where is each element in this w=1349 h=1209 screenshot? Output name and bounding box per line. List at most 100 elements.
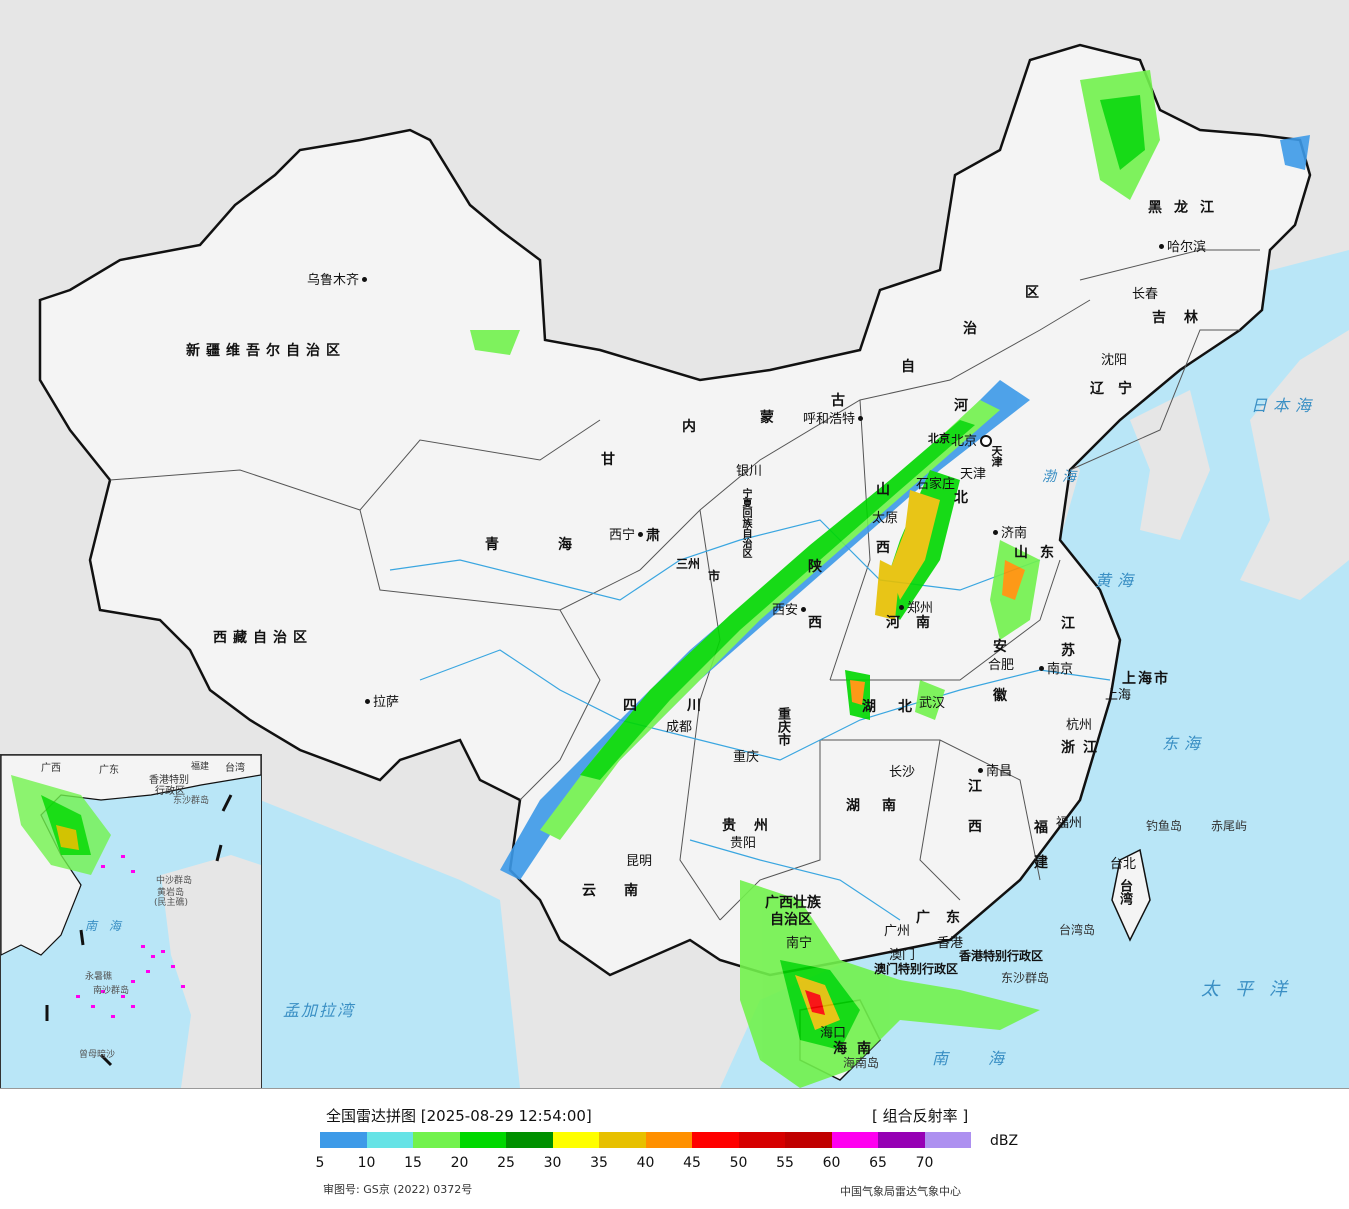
province-qinghai-2: 海 [558,537,578,553]
city-xining-label: 西宁 [609,528,636,543]
legend-swatch [366,1132,413,1148]
city-taiyuan-label: 太原 [872,511,899,526]
legend-swatch [692,1132,739,1148]
city-guiyang-label: 贵阳 [730,836,757,851]
inset-nansha: 南沙群岛 [93,986,130,996]
province-nmg-1: 内 [682,419,702,435]
legend-tick-label: 20 [450,1155,469,1171]
city-yinchuan: 银川 [736,460,762,479]
capital-marker-icon [980,434,993,447]
legend-tick-label: 15 [404,1155,422,1171]
province-chongqing: 重庆市 [775,707,790,746]
province-gansu-4: 市 [708,569,721,583]
sea-nanhai: 南海 [932,1049,1045,1068]
province-tianjin: 天津 [990,445,1003,467]
city-urumqi-label: 乌鲁木齐 [307,273,360,288]
city-nanjing: 南京 [1036,658,1073,677]
legend-tick-label: 45 [683,1155,701,1171]
city-marker-icon [801,607,807,612]
city-beijing: 北京 [951,430,995,449]
province-anhui-2: 徽 [993,688,1013,704]
province-shandong: 山东 [1014,545,1066,561]
inset-nanhai: 南 海 [85,919,125,933]
province-hk: 香港特别行政区 [959,949,1044,963]
province-jiangsu-2: 苏 [1061,643,1081,659]
province-fujian-1: 福 [1034,820,1054,836]
province-shaanxi-1: 陕 [808,559,828,575]
inset-fujian: 福建 [191,762,210,772]
city-changchun-label: 长春 [1132,287,1159,302]
inset-zengmu: 曾母暗沙 [79,1050,116,1060]
city-nanning: 南宁 [786,932,812,951]
inset-hk: 香港特别 [149,775,189,786]
province-hainan: 海南 [833,1041,881,1057]
province-xinjiang: 新疆维吾尔自治区 [186,343,346,359]
province-macau: 澳门特别行政区 [874,962,959,976]
legend-tick-label: 60 [822,1155,841,1171]
city-guangzhou: 广州 [884,920,910,939]
legend-swatch [506,1132,553,1148]
legend-panel: 全国雷达拼图 [2025-08-29 12:54:00] [ 组合反射率 ] d… [0,1088,1349,1209]
province-liaoning: 辽宁 [1090,381,1146,397]
legend-tick-label: 30 [543,1155,562,1171]
land-japan [1240,330,1349,600]
land-taiwan [1111,848,1151,942]
city-guiyang: 贵阳 [730,832,756,851]
sea-taipingyang: 太平洋 [1201,979,1303,1000]
city-shenyang-label: 沈阳 [1101,353,1128,368]
province-nmg-2: 蒙 [760,410,780,426]
province-gansu-1: 甘 [601,452,621,468]
province-hubei: 湖北 [862,699,934,715]
province-heilongjiang: 黑龙江 [1148,200,1226,216]
province-fujian-2: 建 [1034,855,1054,871]
city-marker-icon [1159,244,1164,249]
city-haikou: 海口 [820,1022,846,1041]
legend-tick-label: 70 [915,1155,934,1171]
province-jiangxi-2: 西 [968,819,988,835]
province-guangxi-2: 自治区 [770,912,812,928]
province-shaanxi-2: 西 [808,615,828,631]
inset-dongsha: 东沙群岛 [173,796,210,806]
sea-ribenhai: 日本海 [1251,396,1318,415]
legend-tick-label: 65 [869,1155,887,1171]
legend-swatch [831,1132,878,1148]
legend-colorbar [320,1132,971,1148]
city-xian-label: 西安 [772,603,799,618]
legend-title: 全国雷达拼图 [2025-08-29 12:54:00] [326,1107,592,1125]
city-zhengzhou: 郑州 [896,597,933,616]
city-haikou-label: 海口 [820,1026,847,1041]
inset-guangdong: 广东 [99,765,119,776]
map-canvas: 新疆维吾尔自治区 西藏自治区 青 海 甘 肃 内 蒙 古 自 治 区 黑龙江 吉… [0,0,1349,1088]
legend-swatch [878,1132,925,1148]
city-zhengzhou-label: 郑州 [907,601,934,616]
province-sichuan: 四川 [623,698,751,714]
province-ningxia: 宁夏回族自治区 [740,488,751,558]
sea-mengjialawan: 孟加拉湾 [283,1001,356,1020]
city-taipei: 台北 [1110,853,1136,872]
province-nmg-4: 自 [901,359,921,375]
legend-tick-label: 10 [357,1155,376,1171]
province-guangdong: 广东 [916,910,976,926]
city-chengdu: 成都 [666,716,692,735]
province-zhejiang: 浙江 [1061,740,1105,756]
city-hongkong-label: 香港 [937,936,964,951]
city-nanjing-label: 南京 [1047,662,1074,677]
city-marker-icon [978,768,983,773]
legend-unit: dBZ [990,1133,1019,1149]
city-hefei: 合肥 [988,654,1014,673]
province-gansu-3: 三州 [676,557,701,571]
map-svg [38,43,1349,1088]
city-taipei-label: 台北 [1110,857,1137,872]
province-hunan: 湖南 [846,798,918,814]
legend-swatch [320,1132,367,1148]
city-harbin-label: 哈尔滨 [1167,240,1207,255]
province-guizhou: 贵州 [722,818,786,834]
city-hongkong: 香港 [937,932,963,951]
city-lhasa: 拉萨 [362,691,399,710]
city-jinan: 济南 [990,522,1027,541]
inset-hk2: 行政区 [155,786,185,797]
city-chongqing: 重庆 [733,746,759,765]
sea-bengal [260,800,520,1088]
city-hangzhou: 杭州 [1066,714,1092,733]
